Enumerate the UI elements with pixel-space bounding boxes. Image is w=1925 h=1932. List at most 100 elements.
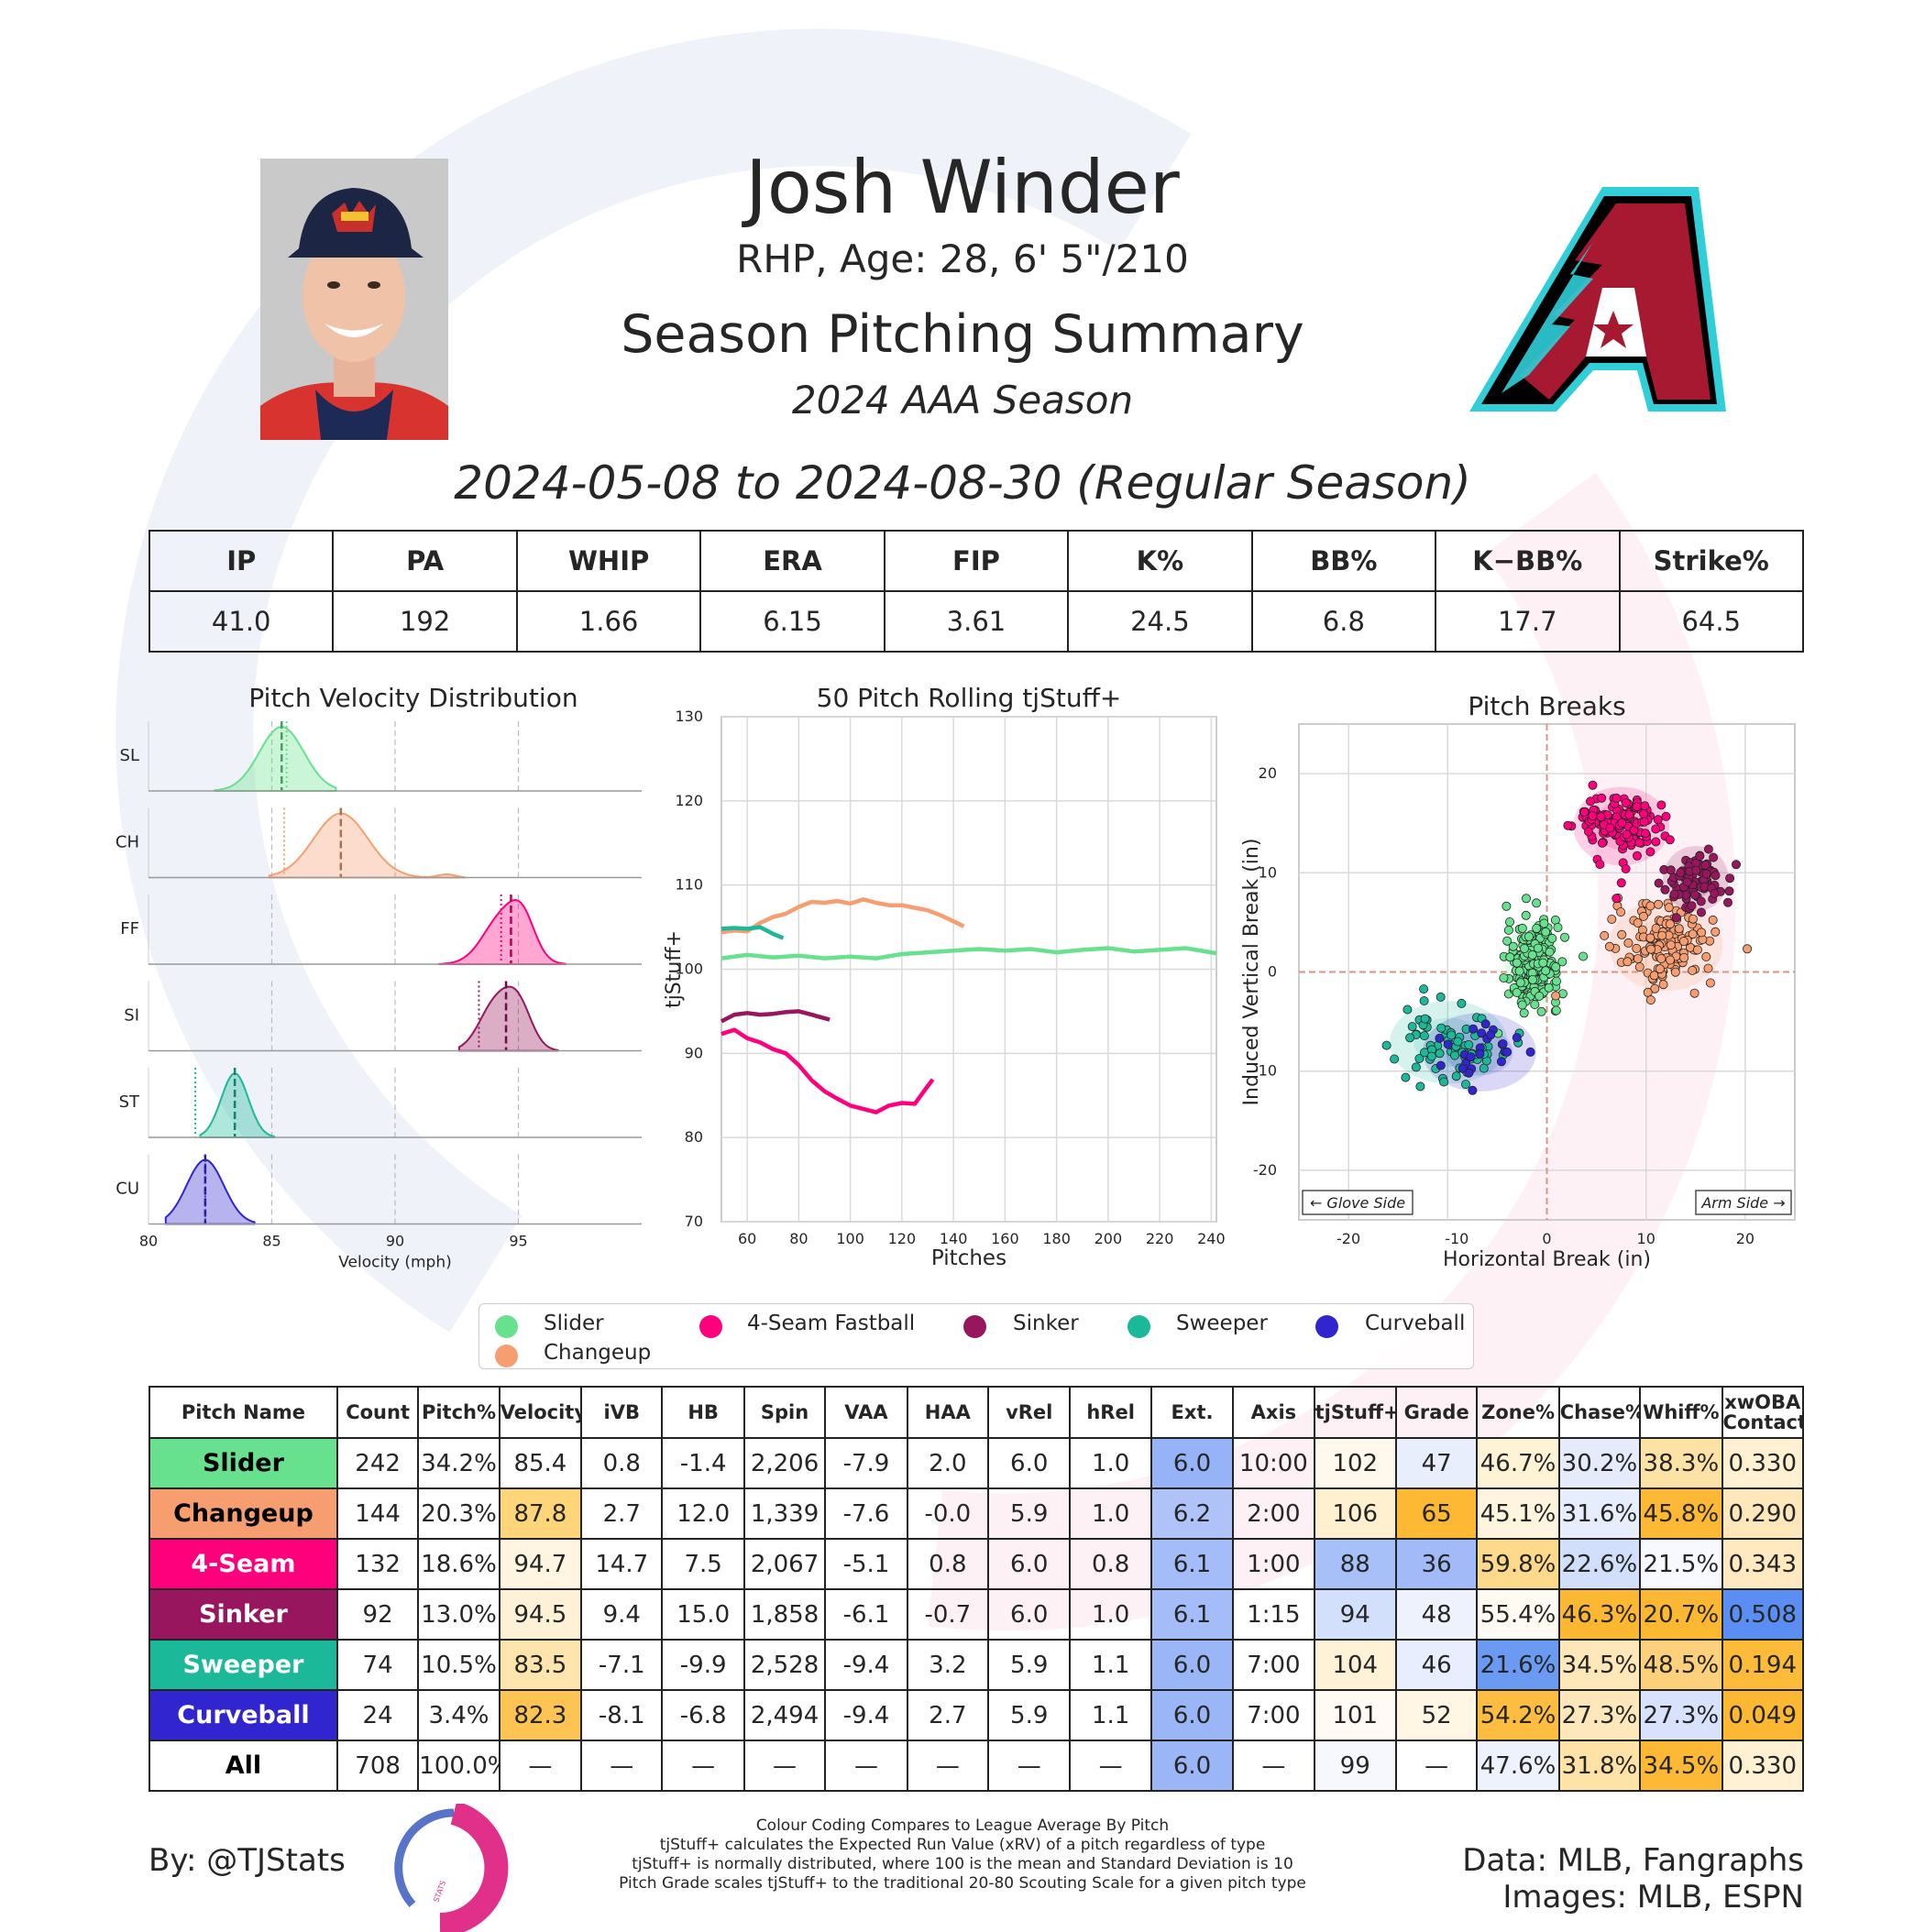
- pitch-cell-velocity: —: [498, 1740, 583, 1792]
- velocity-x-axis-label: Velocity (mph): [338, 1254, 451, 1272]
- breaks-point-sinker: [1654, 878, 1664, 888]
- pitch-table-header-vrel: vRel: [987, 1386, 1072, 1439]
- breaks-point-sweeper: [1446, 1030, 1457, 1040]
- summary-header-era: ERA: [699, 530, 886, 592]
- breaks-point-curveball: [1486, 1030, 1496, 1040]
- pitch-cell-xwoba-contact: 0.194: [1721, 1639, 1805, 1691]
- pitch-cell-tjstuff: 104: [1313, 1639, 1397, 1691]
- pitch-cell-hb: -6.8: [661, 1689, 745, 1741]
- breaks-point-4-seam-fastball: [1585, 796, 1595, 807]
- breaks-point-sinker: [1709, 852, 1719, 862]
- breaks-point-sweeper: [1426, 1051, 1436, 1061]
- breaks-point-sweeper: [1479, 1063, 1489, 1073]
- pitch-table-header-ivb: iVB: [580, 1386, 664, 1439]
- breaks-point-4-seam-fastball: [1651, 837, 1661, 847]
- breaks-point-slider: [1519, 943, 1529, 953]
- summary-header-pa: PA: [332, 530, 518, 592]
- pitch-cell-hb: -1.4: [661, 1437, 745, 1489]
- pitch-cell-zone: 46.7%: [1476, 1437, 1560, 1489]
- pitch-cell-chase: 34.5%: [1557, 1639, 1642, 1691]
- pitch-cell-whiff: 45.8%: [1639, 1487, 1723, 1540]
- pitch-cell-count: 132: [336, 1538, 420, 1590]
- legend-sinker-marker: [963, 1315, 986, 1338]
- breaks-point-4-seam-fastball: [1640, 801, 1650, 811]
- summary-value-strike-pct: 64.5: [1618, 590, 1804, 653]
- author-byline: By: @TJStats: [148, 1842, 346, 1879]
- breaks-point-slider: [1538, 958, 1548, 968]
- table-row: Sweeper 74 10.5% 83.5 -7.1 -9.9 2,528 -9.4 3.2 5.…: [148, 1639, 1805, 1691]
- pitch-cell-velocity: 94.7: [498, 1538, 583, 1590]
- breaks-point-slider: [1524, 931, 1534, 941]
- pitch-cell-vaa: -5.1: [824, 1538, 908, 1590]
- breaks-point-slider: [1541, 927, 1551, 937]
- breaks-point-slider: [1578, 951, 1589, 961]
- velocity-row-label-si: SI: [124, 1006, 139, 1026]
- pitch-cell-ivb: 9.4: [580, 1588, 664, 1641]
- pitch-cell-spin: 1,858: [742, 1588, 827, 1641]
- breaks-point-4-seam-fastball: [1588, 780, 1598, 790]
- breaks-point-4-seam-fastball: [1665, 835, 1675, 845]
- summary-header-whip: WHIP: [515, 530, 702, 592]
- pitch-cell-whiff: 38.3%: [1639, 1437, 1723, 1489]
- pitch-type-legend: Slider 4-Seam Fastball Sinker Sweeper Cu…: [478, 1303, 1474, 1369]
- breaks-point-4-seam-fastball: [1622, 829, 1632, 840]
- breaks-point-sweeper: [1411, 1062, 1421, 1072]
- breaks-point-sinker: [1666, 865, 1676, 875]
- pitch-cell-tjstuff: 94: [1313, 1588, 1397, 1641]
- breaks-point-sinker: [1676, 868, 1686, 878]
- pitch-cell-hb: -9.9: [661, 1639, 745, 1691]
- pitch-name-cell: All: [148, 1740, 338, 1792]
- pitch-cell-vrel: 5.9: [987, 1487, 1072, 1540]
- pitch-cell-haa: -0.0: [906, 1487, 990, 1540]
- breaks-point-4-seam-fastball: [1645, 847, 1656, 857]
- breaks-point-4-seam-fastball: [1595, 860, 1605, 870]
- rolling-line-changeup: [720, 897, 965, 935]
- pitch-table-header-vaa: VAA: [824, 1386, 908, 1439]
- breaks-point-sinker: [1701, 869, 1711, 879]
- pitch-cell-zone: 47.6%: [1476, 1740, 1560, 1792]
- summary-title: Season Pitching Summary: [621, 304, 1304, 365]
- breaks-point-slider: [1532, 923, 1542, 933]
- pitch-cell-chase: 46.3%: [1557, 1588, 1642, 1641]
- pitch-cell-vaa: -6.1: [824, 1588, 908, 1641]
- pitch-cell-whiff: 21.5%: [1639, 1538, 1723, 1590]
- rolling-x-tick: 100: [836, 1230, 864, 1247]
- season-label: 2024 AAA Season: [791, 378, 1134, 423]
- pitch-cell-chase: 31.8%: [1557, 1740, 1642, 1792]
- pitch-cell-spin: 2,206: [742, 1437, 827, 1489]
- pitch-cell-axis: 7:00: [1232, 1639, 1315, 1691]
- pitch-name-cell: Sinker: [148, 1588, 338, 1641]
- rolling-line-slider: [720, 946, 1217, 961]
- velocity-row-label-ch: CH: [116, 833, 139, 852]
- pitch-cell-velocity: 94.5: [498, 1588, 583, 1641]
- breaks-point-changeup: [1650, 983, 1660, 993]
- diamondbacks-logo: [1469, 187, 1726, 412]
- season-stats-table: IP PA WHIP ERA FIP K% BB% K−BB% Strike% …: [148, 530, 1804, 653]
- breaks-point-slider: [1536, 1006, 1546, 1016]
- pitch-cell-axis: 2:00: [1232, 1487, 1315, 1540]
- pitch-cell-xwoba-contact: 0.343: [1721, 1538, 1805, 1590]
- pitch-table-header-ext: Ext.: [1150, 1386, 1235, 1439]
- pitch-cell-chase: 30.2%: [1557, 1437, 1642, 1489]
- pitch-breaks-chart: Pitch Breaks -20 -10 0 10 20 -20 -10 0 10 20 Horizo…: [1240, 691, 1796, 1271]
- pitch-cell-pitch: 20.3%: [417, 1487, 500, 1540]
- breaks-y-tick: -20: [1253, 1161, 1277, 1179]
- breaks-point-changeup: [1645, 933, 1656, 943]
- summary-value-whip: 1.66: [515, 590, 702, 653]
- breaks-point-4-seam-fastball: [1651, 824, 1661, 834]
- pitch-cell-hb: 12.0: [661, 1487, 745, 1540]
- pitch-cell-vaa: -7.9: [824, 1437, 908, 1489]
- pitch-cell-haa: 0.8: [906, 1538, 990, 1590]
- pitch-cell-vaa: -7.6: [824, 1487, 908, 1540]
- legend-curveball-label: Curveball: [1365, 1312, 1466, 1335]
- breaks-point-sweeper: [1464, 1039, 1474, 1049]
- breaks-point-slider: [1545, 947, 1555, 957]
- breaks-point-changeup: [1697, 928, 1707, 938]
- pitch-cell-vaa: -9.4: [824, 1639, 908, 1691]
- rolling-x-tick: 240: [1197, 1230, 1226, 1247]
- footnote-line: Colour Coding Compares to League Average…: [755, 1817, 1170, 1835]
- pitch-cell-ext: 6.1: [1150, 1538, 1235, 1590]
- breaks-point-changeup: [1657, 930, 1667, 940]
- pitch-cell-axis: 1:15: [1232, 1588, 1315, 1641]
- pitch-table-header-pitch: Pitch%: [417, 1386, 500, 1439]
